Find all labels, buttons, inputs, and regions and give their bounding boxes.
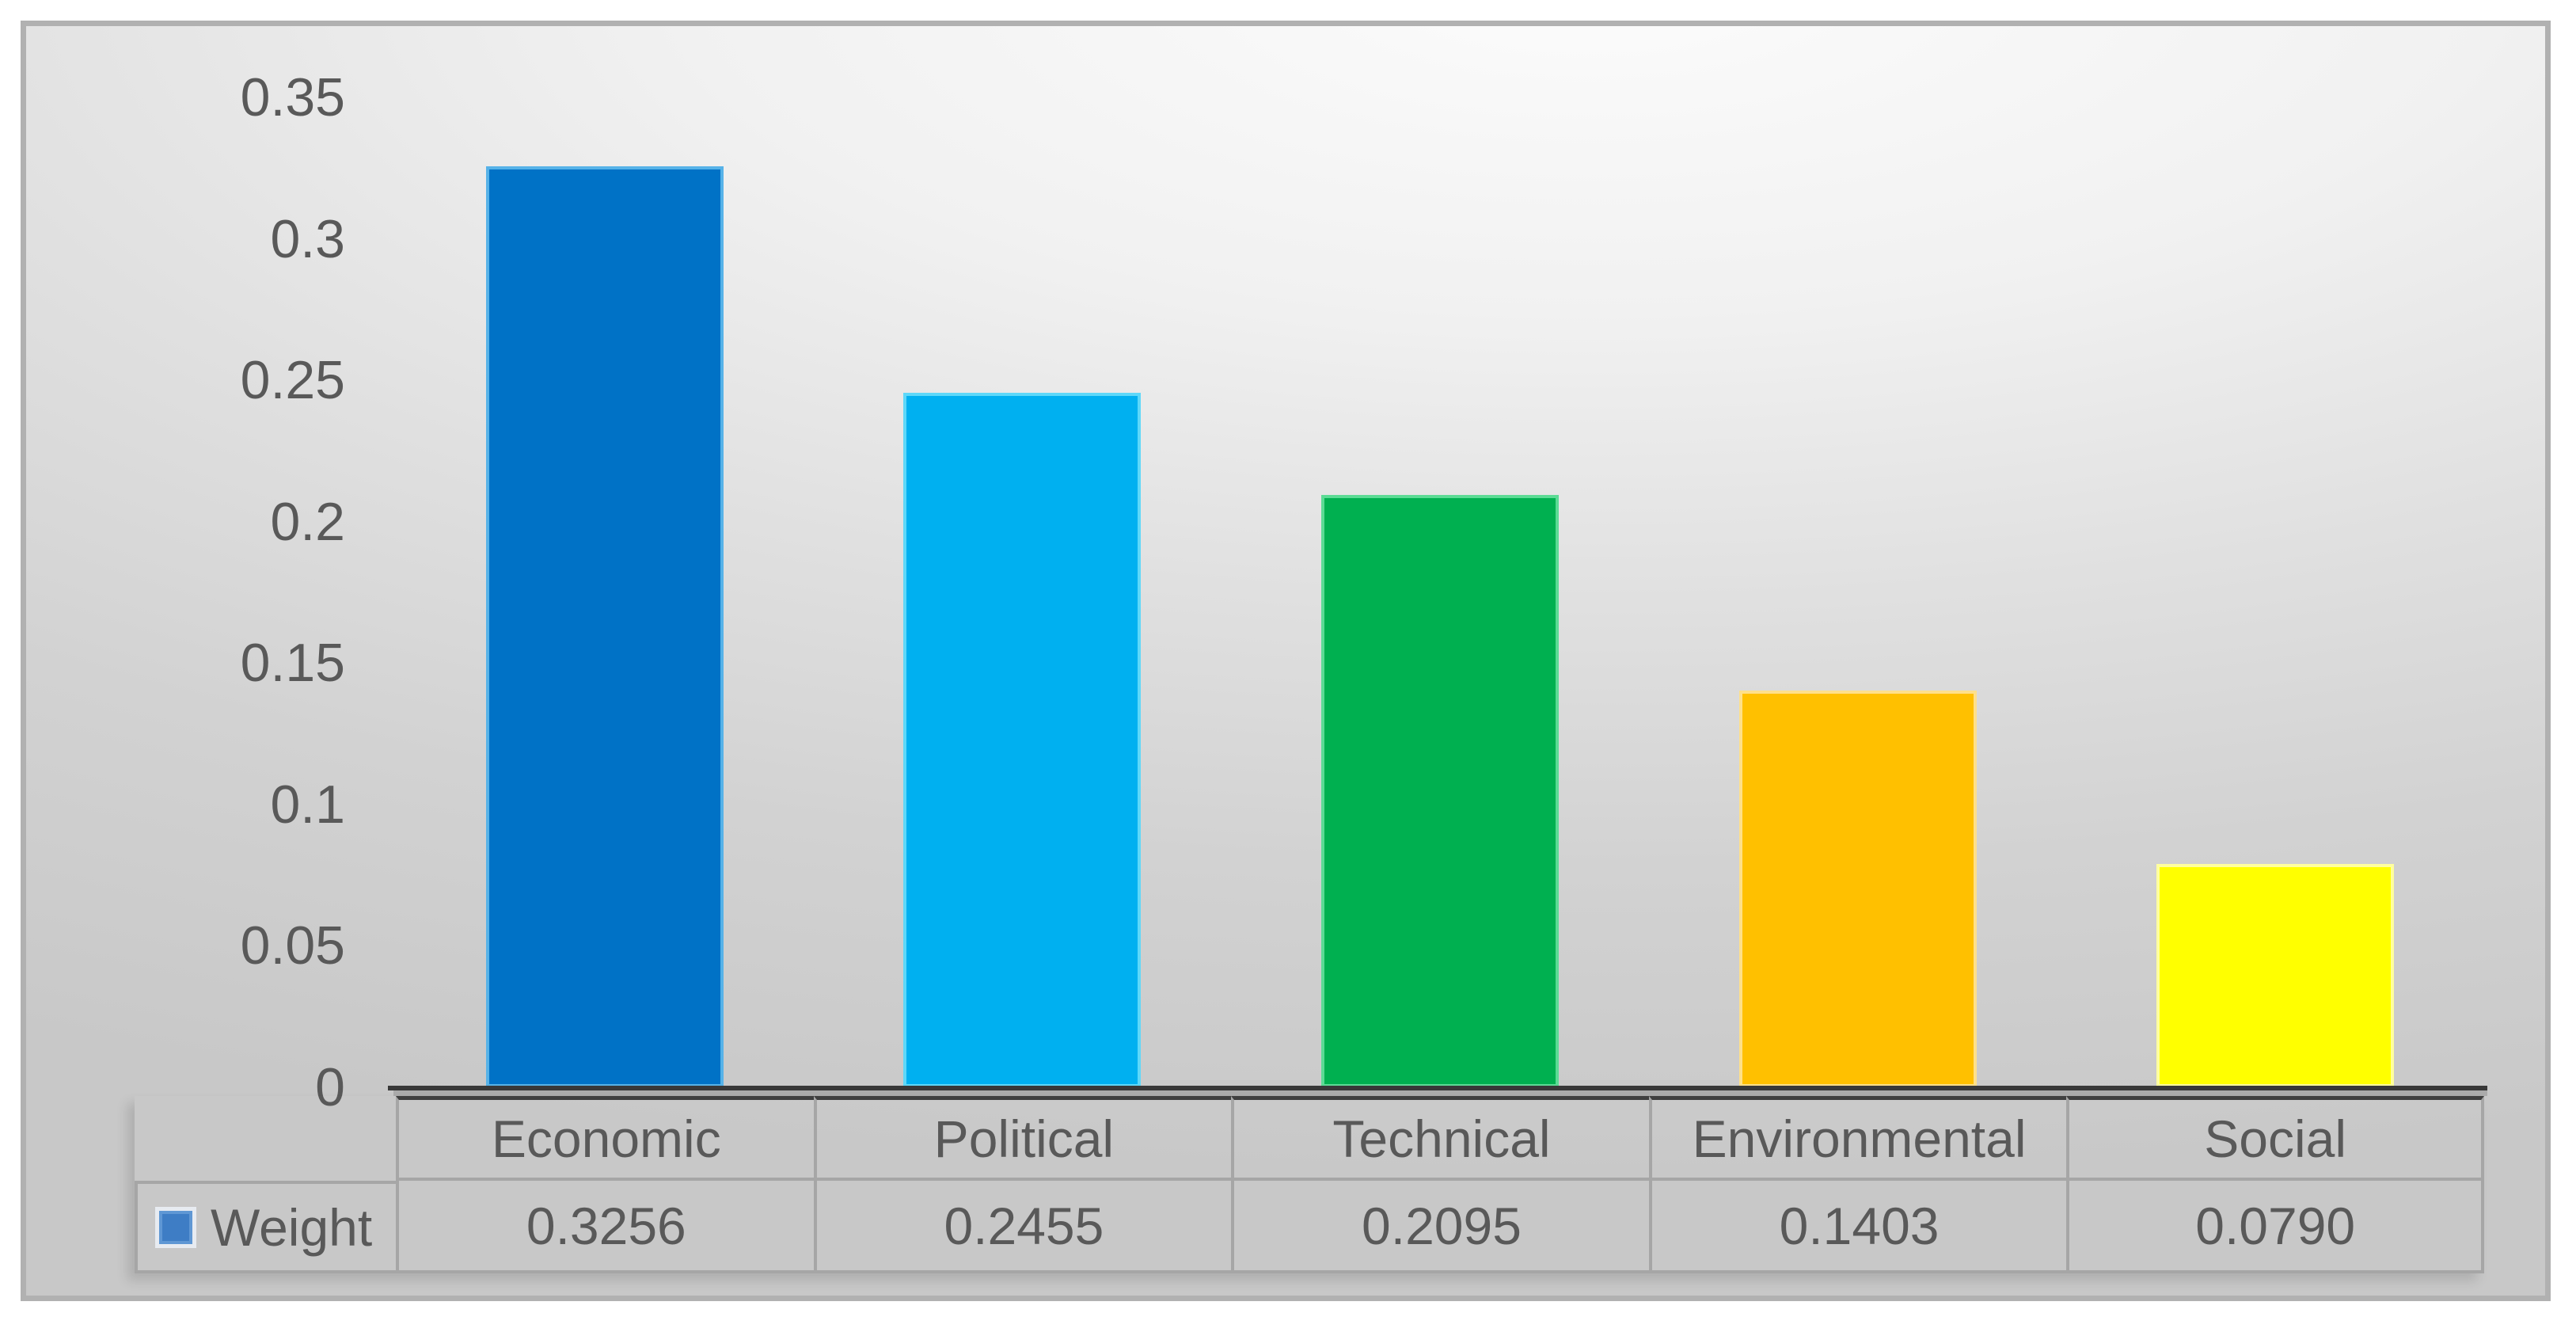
chart-data-table: Weight Economic 0.3256 Political 0.2455 Tech… bbox=[135, 1096, 2484, 1273]
legend-marker-weight bbox=[155, 1206, 196, 1248]
y-tick-label-0-2: 0.2 bbox=[270, 491, 345, 552]
table-header-cell-political: Political bbox=[813, 1096, 1232, 1181]
table-value-cell-political: 0.2455 bbox=[813, 1181, 1232, 1273]
y-tick-label-0-35: 0.35 bbox=[240, 67, 345, 127]
legend-cell: Weight bbox=[135, 1181, 396, 1273]
table-header-cell-economic: Economic bbox=[396, 1096, 814, 1181]
table-value-cell-social: 0.0790 bbox=[2066, 1181, 2484, 1273]
table-value-cell-technical: 0.2095 bbox=[1231, 1181, 1649, 1273]
table-corner-spacer bbox=[135, 1096, 396, 1181]
y-tick-label-0: 0 bbox=[315, 1057, 345, 1117]
y-tick-label-0-15: 0.15 bbox=[240, 633, 345, 694]
legend-label: Weight bbox=[211, 1197, 373, 1257]
plot-area bbox=[396, 97, 2484, 1087]
x-axis-line-shadow bbox=[393, 1090, 2487, 1096]
table-value-cell-environmental: 0.1403 bbox=[1648, 1181, 2067, 1273]
table-header-cell-social: Social bbox=[2066, 1096, 2484, 1181]
y-tick-label-0-3: 0.3 bbox=[270, 208, 345, 269]
bar-political bbox=[903, 393, 1142, 1087]
y-tick-label-0-05: 0.05 bbox=[240, 915, 345, 976]
table-value-cell-economic: 0.3256 bbox=[396, 1181, 814, 1273]
bar-environmental bbox=[1738, 690, 1977, 1087]
x-axis-line bbox=[388, 1086, 2487, 1090]
y-tick-label-0-1: 0.1 bbox=[270, 774, 345, 835]
table-header-cell-environmental: Environmental bbox=[1648, 1096, 2067, 1181]
y-tick-label-0-25: 0.25 bbox=[240, 350, 345, 411]
table-header-cell-technical: Technical bbox=[1231, 1096, 1649, 1181]
bar-economic bbox=[485, 166, 724, 1087]
bar-social bbox=[2156, 863, 2395, 1087]
bar-technical bbox=[1321, 494, 1559, 1087]
